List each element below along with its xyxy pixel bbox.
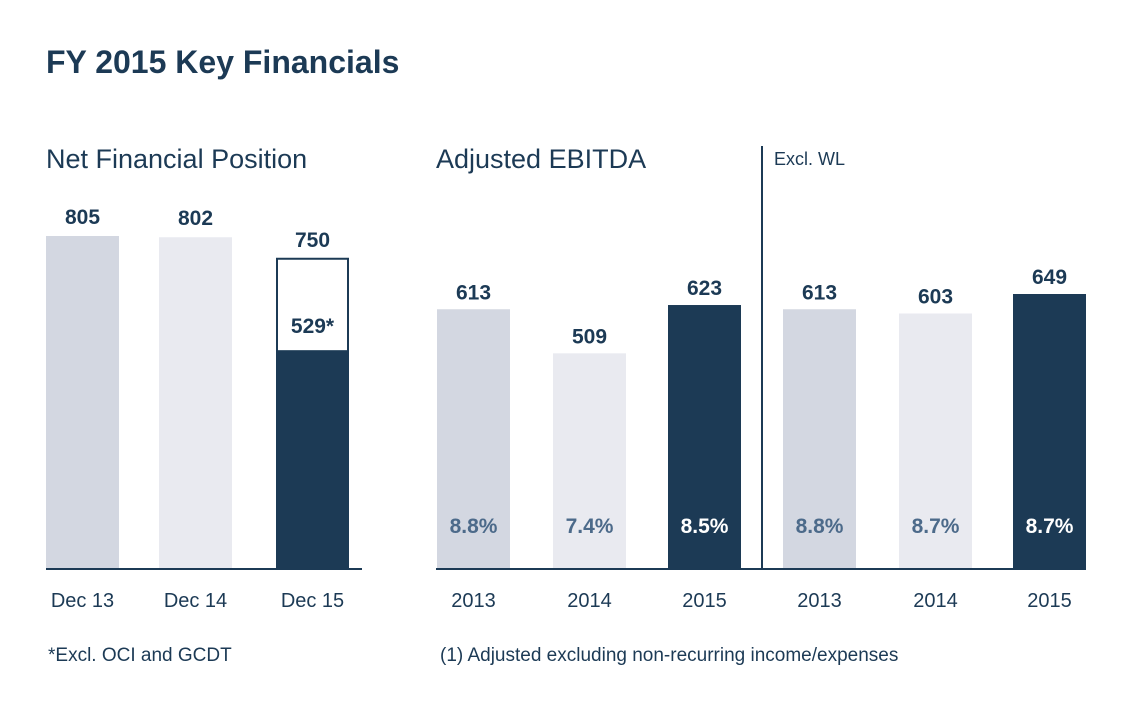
x-tick-dec-13: Dec 13 <box>51 590 114 612</box>
x-tick-dec-15: Dec 15 <box>281 590 344 612</box>
value-label-ebitda-2013: 613 <box>456 281 491 304</box>
ebitda-footnote: (1) Adjusted excluding non-recurring inc… <box>440 645 899 666</box>
x-tick-excl-wl-2013: 2013 <box>797 590 842 612</box>
excl-wl-title: Excl. WL <box>774 149 846 169</box>
bar-excl-wl-2013 <box>783 309 856 569</box>
bar-dec-13 <box>46 236 119 569</box>
bar-dec-14 <box>159 237 232 569</box>
bar-dec-15-excl <box>276 350 349 569</box>
bar-excl-wl-2014 <box>899 313 972 569</box>
net-financial-position-title: Net Financial Position <box>46 144 308 174</box>
adjusted-ebitda-title: Adjusted EBITDA <box>436 144 647 174</box>
margin-label-excl-wl-2014: 8.7% <box>912 515 960 538</box>
nfp-footnote: *Excl. OCI and GCDT <box>48 645 232 666</box>
value-label-ebitda-2014: 509 <box>572 325 607 348</box>
value-label-excl-wl-2014: 603 <box>918 285 953 308</box>
page-title: FY 2015 Key Financials <box>46 44 400 80</box>
value-label-excl-wl-2015: 649 <box>1032 266 1067 289</box>
value-label-dec-15-excl: 529* <box>291 315 335 338</box>
value-label-ebitda-2015: 623 <box>687 277 722 300</box>
x-tick-dec-14: Dec 14 <box>164 590 227 612</box>
x-tick-excl-wl-2015: 2015 <box>1027 590 1072 612</box>
bar-ebitda-2013 <box>437 309 510 569</box>
value-label-excl-wl-2013: 613 <box>802 281 837 304</box>
margin-label-excl-wl-2013: 8.8% <box>796 515 844 538</box>
margin-label-ebitda-2014: 7.4% <box>566 515 614 538</box>
value-label-dec-15: 750 <box>295 229 330 252</box>
margin-label-ebitda-2013: 8.8% <box>450 515 498 538</box>
x-tick-ebitda-2013: 2013 <box>451 590 496 612</box>
bar-excl-wl-2015 <box>1013 294 1086 569</box>
x-tick-ebitda-2015: 2015 <box>682 590 727 612</box>
margin-label-ebitda-2015: 8.5% <box>681 515 729 538</box>
value-label-dec-13: 805 <box>65 206 100 229</box>
value-label-dec-14: 802 <box>178 207 213 230</box>
bar-ebitda-2014 <box>553 353 626 569</box>
margin-label-excl-wl-2015: 8.7% <box>1026 515 1074 538</box>
x-tick-excl-wl-2014: 2014 <box>913 590 958 612</box>
x-tick-ebitda-2014: 2014 <box>567 590 612 612</box>
bar-ebitda-2015 <box>668 305 741 569</box>
